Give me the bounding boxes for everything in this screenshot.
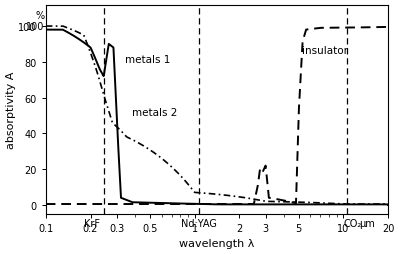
Text: %: % <box>35 11 44 21</box>
Text: KrF: KrF <box>84 218 100 229</box>
Text: μm: μm <box>360 218 375 229</box>
Text: metals 1: metals 1 <box>125 55 170 65</box>
Text: CO₂: CO₂ <box>343 218 362 229</box>
Text: insulator: insulator <box>302 46 348 56</box>
Text: Nd:YAG: Nd:YAG <box>181 218 216 229</box>
Text: 100: 100 <box>26 22 44 32</box>
X-axis label: wavelength λ: wavelength λ <box>179 239 255 248</box>
Text: metals 2: metals 2 <box>132 108 178 118</box>
Y-axis label: absorptivity A: absorptivity A <box>6 71 16 148</box>
